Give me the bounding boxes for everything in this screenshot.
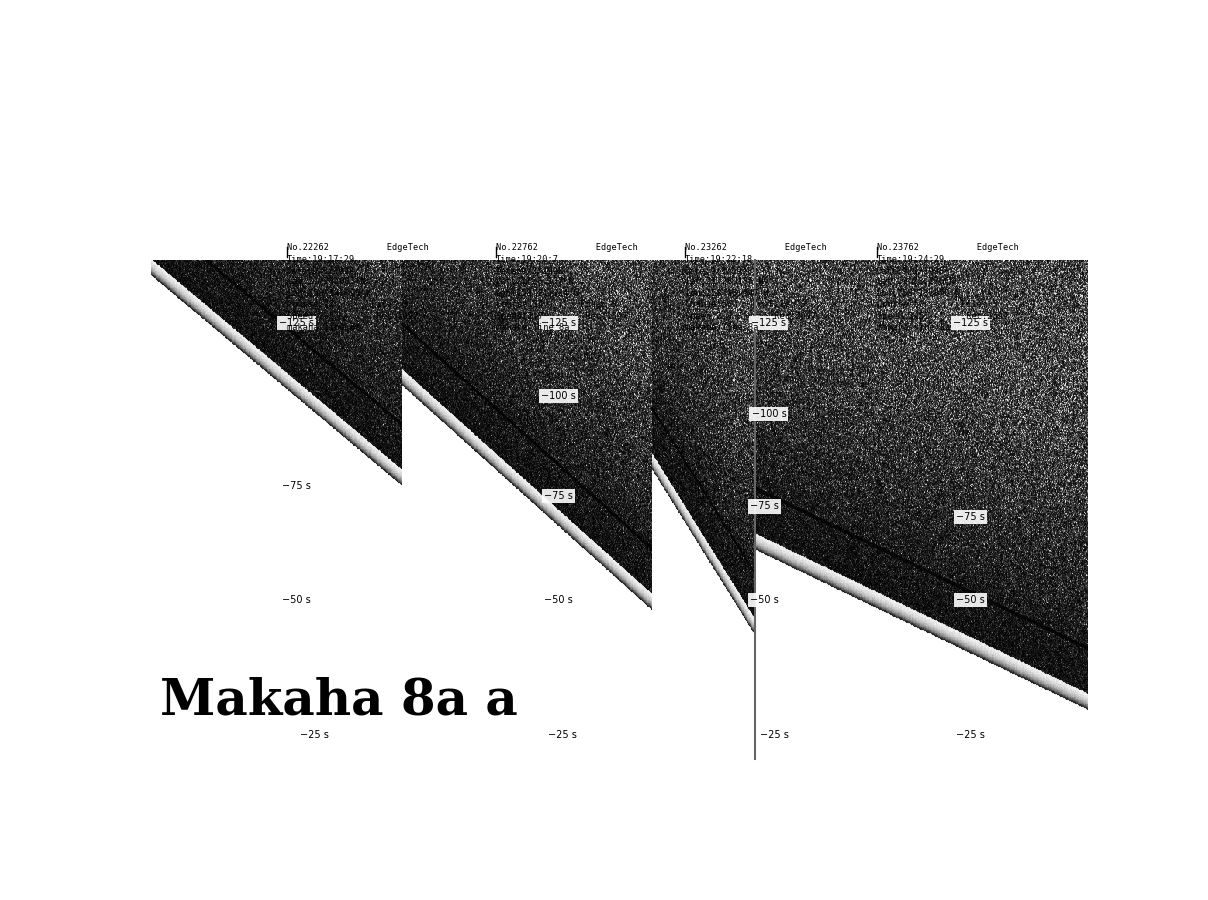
Text: No.22762           EdgeTech
Time:19:20:7
Date:9/3/1998
Lat:21°28.137'N
Lon:158°1: No.22762 EdgeTech Time:19:20:7 Date:9/3/… [495, 243, 638, 332]
Text: −100 s: −100 s [541, 391, 576, 401]
Text: −125 s: −125 s [751, 318, 786, 328]
Text: −25 s: −25 s [956, 730, 985, 740]
Text: −50 s: −50 s [956, 595, 985, 605]
Text: −100 s: −100 s [751, 410, 786, 419]
Text: −75 s: −75 s [750, 501, 779, 511]
Text: −125 s: −125 s [953, 318, 988, 328]
Text: −75 s: −75 s [544, 491, 573, 501]
Text: −25 s: −25 s [548, 730, 577, 740]
Text: −50 s: −50 s [544, 595, 573, 605]
Text: No.23262           EdgeTech
Time:19:22:18
Date:9/3/1998
Lat:21°28.185'N
Lon:158°: No.23262 EdgeTech Time:19:22:18 Date:9/3… [685, 243, 826, 332]
Text: −25 s: −25 s [760, 730, 789, 740]
Text: No.23762           EdgeTech
Time:19:24:29
Date:9/3/1998
Lat:21°28.236'N
Lon:158°: No.23762 EdgeTech Time:19:24:29 Date:9/3… [877, 243, 1018, 332]
Text: No.22262           EdgeTech
Time:19:17:29
Date:9/3/1998
Lat:21°28.083'N
Lon:158°: No.22262 EdgeTech Time:19:17:29 Date:9/3… [286, 243, 429, 332]
Text: −75 s: −75 s [956, 512, 985, 522]
Text: Makaha 8a a: Makaha 8a a [161, 676, 518, 725]
Text: −50 s: −50 s [750, 595, 779, 605]
Text: −25 s: −25 s [301, 730, 330, 740]
Text: −125 s: −125 s [279, 318, 314, 328]
Text: −125 s: −125 s [541, 318, 576, 328]
Text: −75 s: −75 s [281, 481, 310, 491]
Text: −50 s: −50 s [281, 595, 310, 605]
